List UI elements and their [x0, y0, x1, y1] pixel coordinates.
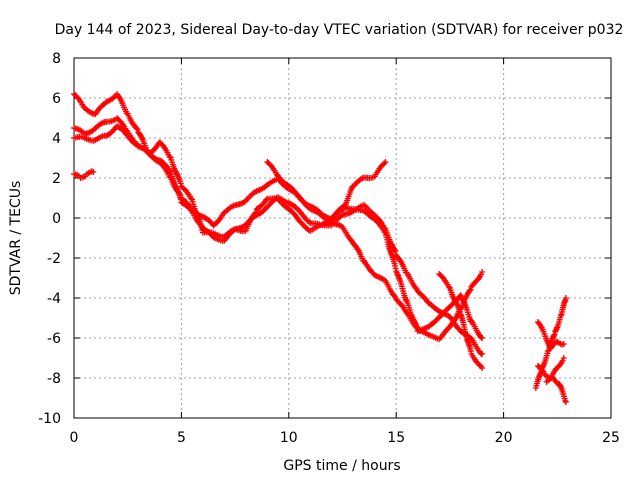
data-point [177, 196, 184, 203]
x-axis-label: GPS time / hours [283, 458, 400, 474]
series-track-2 [71, 115, 486, 357]
grid [74, 58, 611, 418]
data-point [562, 295, 569, 301]
data-point [560, 341, 567, 347]
data-point [479, 335, 486, 341]
y-axis-label: SDTVAR / TECUs [8, 181, 24, 296]
data-point [295, 216, 302, 223]
y-tick-label: -8 [47, 371, 61, 387]
data-point [177, 180, 184, 187]
data-point [479, 351, 486, 357]
x-tick-label: 25 [602, 430, 620, 446]
data-point [562, 399, 569, 405]
series-track-10 [543, 374, 569, 405]
x-tick-label: 20 [495, 430, 513, 446]
data-point [391, 292, 398, 299]
data-point [479, 269, 486, 275]
plot-frame [73, 57, 612, 419]
y-tick-label: 4 [52, 131, 61, 147]
data-point [197, 222, 204, 229]
data-point [479, 365, 486, 371]
data-point [251, 210, 258, 217]
data-point [119, 126, 126, 133]
data-point [134, 126, 141, 133]
y-tick-label: -2 [47, 251, 61, 267]
y-tick-label: -4 [47, 291, 61, 307]
data-point [466, 287, 473, 294]
y-tick-label: 8 [52, 51, 61, 67]
y-tick-label: 6 [52, 91, 61, 107]
data-point [560, 355, 567, 361]
x-tick-label: 10 [280, 430, 298, 446]
data-point [347, 237, 354, 244]
x-tick-label: 15 [387, 430, 405, 446]
x-tick-label: 0 [70, 430, 79, 446]
data-point [445, 283, 452, 290]
data-point [381, 228, 388, 235]
data-point [252, 209, 259, 216]
y-tick-label: -6 [47, 331, 61, 347]
data-point [305, 218, 312, 225]
y-tick-label: 0 [52, 211, 61, 227]
series-track-5 [264, 159, 389, 222]
data-point [166, 153, 173, 160]
x-tick-label: 5 [177, 430, 186, 446]
data-point [187, 195, 194, 202]
series-track-4 [71, 168, 97, 181]
series-track-6 [436, 271, 486, 371]
series-track-1 [71, 91, 486, 343]
data-point [90, 169, 97, 175]
axis-ticks: 0 5 10 15 20 25 -10 -8 -6 -4 -2 0 2 4 6 8 [38, 51, 620, 446]
data-point [260, 207, 267, 214]
series-track-8 [534, 319, 567, 352]
data-point [263, 196, 270, 203]
y-tick-label: -10 [38, 411, 61, 427]
data-point [478, 334, 485, 341]
data-points [71, 91, 569, 405]
data-point [467, 286, 474, 293]
data-point [559, 357, 566, 364]
data-point [166, 167, 173, 174]
chart-title: Day 144 of 2023, Sidereal Day-to-day VTE… [55, 22, 624, 38]
data-point [133, 125, 140, 132]
series-track-3 [71, 123, 486, 341]
data-point [295, 206, 302, 213]
data-point [412, 284, 419, 291]
series-track-7 [532, 295, 569, 391]
data-point [382, 159, 389, 165]
data-point [413, 323, 420, 330]
y-tick-label: 2 [52, 171, 61, 187]
